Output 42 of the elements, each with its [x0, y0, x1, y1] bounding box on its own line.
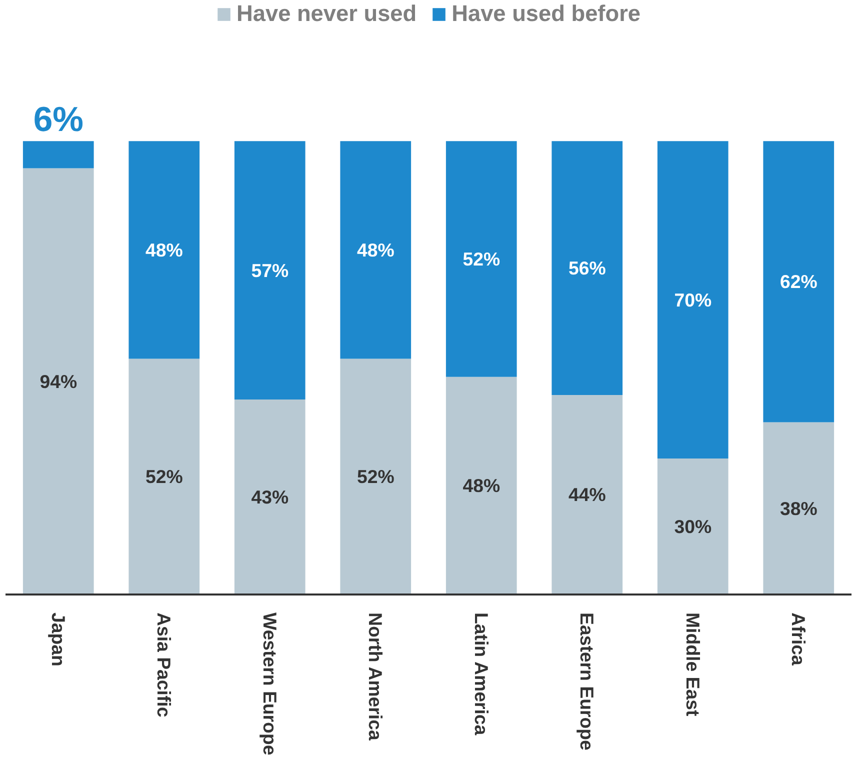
bar — [340, 358, 412, 594]
bar — [763, 141, 834, 422]
bar — [552, 141, 623, 395]
bar — [22, 168, 94, 594]
x-tick-label: Eastern Europe — [576, 612, 598, 750]
data-label: 52% — [356, 466, 395, 488]
bar — [763, 422, 834, 594]
x-tick-label: Japan — [48, 612, 69, 666]
data-label: 52% — [145, 466, 184, 488]
data-label: 70% — [674, 289, 712, 310]
data-label: 57% — [251, 260, 289, 281]
data-label: 38% — [780, 498, 818, 519]
x-tick-label: North America — [365, 612, 386, 741]
bar — [340, 141, 412, 359]
legend-label: Have used before — [452, 0, 640, 27]
bar — [446, 376, 517, 594]
data-label: 43% — [251, 486, 289, 508]
bar — [552, 394, 623, 594]
data-label: 52% — [462, 248, 500, 270]
x-tick-label: Africa — [788, 612, 810, 666]
x-tick-label: Asia Pacific — [154, 612, 175, 718]
bar — [657, 141, 728, 458]
legend-label: Have never used — [236, 0, 417, 27]
data-label: 94% — [40, 370, 78, 392]
bar — [128, 141, 200, 359]
data-label: 44% — [568, 484, 606, 506]
data-label: 56% — [568, 258, 606, 279]
x-tick-label: Western Europe — [259, 612, 280, 756]
data-label: 30% — [674, 516, 712, 537]
bar — [234, 141, 306, 400]
data-label: 48% — [462, 475, 500, 496]
data-label: 6% — [33, 101, 84, 140]
bar — [657, 458, 728, 594]
x-tick-label: Middle East — [682, 612, 704, 716]
data-label: 62% — [780, 271, 818, 292]
bar — [446, 141, 517, 377]
data-label: 48% — [145, 239, 184, 260]
x-tick-label: Latin America — [470, 612, 492, 736]
data-label: 48% — [356, 239, 395, 260]
bar — [128, 358, 200, 594]
bar — [22, 141, 94, 168]
bar — [234, 400, 306, 594]
